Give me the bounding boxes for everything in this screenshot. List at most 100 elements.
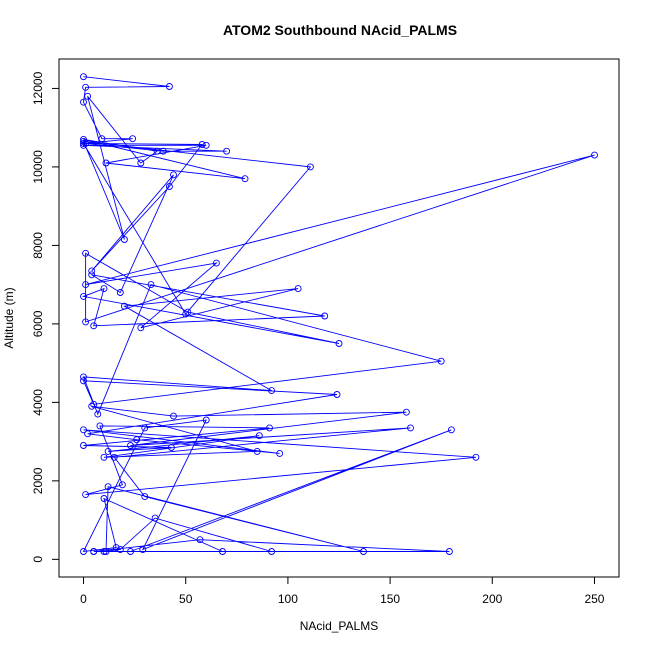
y-tick-label: 10000	[31, 150, 45, 184]
data-point	[129, 135, 137, 143]
data-point	[100, 453, 108, 461]
data-point	[96, 422, 104, 430]
data-point	[88, 267, 96, 275]
y-tick-label: 8000	[31, 232, 45, 259]
data-point	[253, 447, 261, 455]
data-point	[80, 426, 87, 434]
data-point	[151, 514, 159, 522]
data-point	[116, 546, 124, 553]
data-point	[82, 139, 90, 147]
data-point	[141, 424, 149, 432]
data-point	[268, 387, 276, 395]
x-tick-label: 200	[482, 592, 502, 606]
data-point	[80, 98, 87, 106]
y-tick-label: 4000	[31, 389, 45, 416]
data-point	[198, 141, 206, 148]
data-point	[182, 310, 190, 318]
data-point	[102, 159, 110, 167]
data-point	[202, 141, 210, 149]
data-point	[82, 249, 90, 257]
x-tick-label: 150	[380, 592, 400, 606]
data-point	[165, 183, 173, 190]
data-point	[333, 391, 341, 398]
data-point	[80, 442, 87, 449]
data-point	[90, 322, 98, 330]
y-axis: 0 2000 4000 6000 8000 10000 12000	[31, 71, 60, 563]
data-point	[167, 444, 175, 451]
data-point	[141, 493, 149, 501]
y-axis-label: Altitude (m)	[2, 287, 16, 348]
data-point	[112, 544, 120, 552]
data-point	[88, 402, 96, 410]
data-point	[80, 73, 87, 81]
y-tick-label: 6000	[31, 310, 45, 337]
data-point	[80, 137, 87, 145]
data-point	[147, 281, 155, 289]
data-point	[82, 281, 90, 289]
data-point	[170, 412, 177, 420]
data-point	[306, 163, 314, 171]
data-point	[335, 340, 343, 347]
data-point	[137, 159, 145, 167]
data-point	[118, 481, 126, 489]
data-point	[212, 259, 220, 267]
data-point	[139, 546, 147, 553]
data-point	[82, 318, 90, 326]
data-point	[90, 548, 98, 555]
data-point	[360, 548, 367, 555]
data-point	[402, 408, 410, 416]
data-point	[80, 548, 87, 555]
data-point	[447, 426, 455, 434]
data-point	[202, 416, 210, 424]
x-tick-label: 50	[179, 592, 193, 606]
data-point	[266, 424, 273, 432]
data-point	[276, 449, 284, 457]
data-point	[84, 92, 92, 100]
data-point	[80, 139, 87, 147]
data-point	[153, 147, 161, 155]
data-point	[110, 453, 118, 461]
data-point	[100, 285, 108, 293]
data-point	[80, 135, 87, 143]
data-point	[407, 424, 414, 432]
data-point	[100, 495, 108, 502]
data-point	[445, 548, 453, 555]
x-axis-label: NAcid_PALMS	[300, 619, 378, 633]
x-tick-label: 100	[278, 592, 298, 606]
data-point	[90, 400, 98, 408]
data-point	[294, 285, 302, 293]
data-series	[80, 73, 598, 555]
data-point	[88, 271, 96, 279]
data-point	[120, 302, 128, 310]
series-line	[81, 76, 595, 553]
data-point	[116, 289, 124, 296]
y-tick-label: 12000	[31, 71, 45, 105]
data-point	[196, 536, 204, 544]
data-point	[127, 548, 134, 555]
data-point	[591, 151, 598, 159]
data-point	[241, 175, 249, 183]
data-point	[255, 432, 263, 440]
data-point	[104, 483, 112, 491]
data-point	[120, 236, 128, 243]
data-point	[437, 357, 445, 365]
data-point	[104, 447, 112, 455]
data-point	[80, 377, 87, 385]
data-point	[82, 83, 90, 91]
data-point	[100, 548, 108, 555]
data-point	[184, 308, 192, 316]
data-point	[133, 436, 141, 444]
data-point	[127, 442, 134, 449]
y-tick-label: 2000	[31, 467, 45, 494]
x-tick-label: 0	[80, 592, 87, 606]
data-point	[165, 83, 173, 90]
data-point	[321, 312, 329, 320]
data-point	[223, 147, 231, 155]
data-point	[94, 410, 102, 418]
x-tick-label: 250	[584, 592, 604, 606]
data-point	[170, 171, 177, 179]
data-point	[102, 548, 110, 555]
data-point	[472, 453, 480, 461]
data-point	[82, 491, 90, 499]
